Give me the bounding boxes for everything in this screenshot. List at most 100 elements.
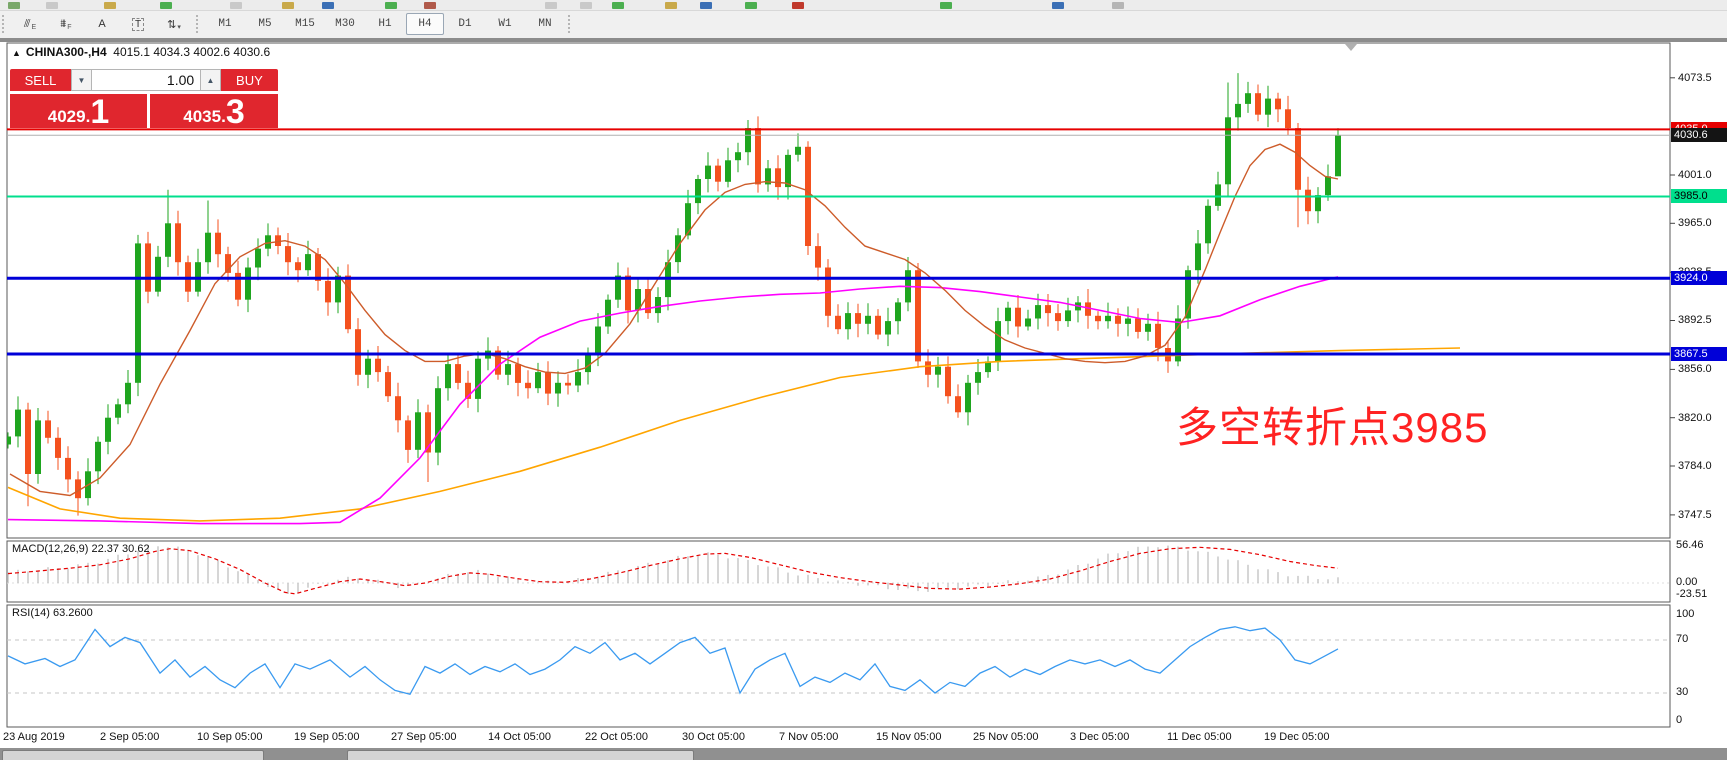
chart-symbol-header: ▲ CHINA300-,H4 4015.1 4034.3 4002.6 4030.… [12,45,270,59]
main-toolbar: ⫻ E ⩩ F A T ⇅ ▾ M1 M5 M15 M30 H1 H4 D1 W1 MN [0,11,1727,37]
buy-price-main: 4035 [183,107,222,126]
buy-price-big-digit: 3 [225,93,245,131]
chart-canvas[interactable] [0,42,1727,753]
date-tick-label: 30 Oct 05:00 [682,731,745,743]
toolbar-icon-fragment [230,2,242,9]
date-tick-label: 27 Sep 05:00 [391,731,457,743]
toolbar-icon-fragment [545,2,557,9]
volume-input[interactable]: 1.00 [91,69,201,91]
price-tick-label: 3820.0 [1678,411,1712,424]
window-tab[interactable] [2,750,264,760]
toolbar-icon-fragment [612,2,624,9]
fibonacci-icon[interactable]: ⩩ F [60,17,72,31]
sell-price-big-digit: 1 [90,93,110,131]
one-click-trade-panel: SELL ▼ 1.00 ▲ BUY 4029. 1 4035. 3 [10,69,278,131]
date-tick-label: 14 Oct 05:00 [488,731,551,743]
timeframe-button-mn[interactable]: MN [538,18,552,30]
timeframe-button-h4[interactable]: H4 [406,13,444,35]
price-tick-label: 4073.5 [1678,71,1712,84]
date-tick-label: 23 Aug 2019 [3,731,65,743]
toolbar-icon-fragment [745,2,757,9]
chart-text-annotation[interactable]: 多空转折点3985 [1176,404,1489,451]
draw-channel-icon[interactable]: ⫻ E [23,17,37,31]
date-tick-label: 7 Nov 05:00 [779,731,839,743]
timeframe-button-d1[interactable]: D1 [458,18,472,30]
rsi-level-30: 30 [1676,686,1689,698]
date-tick-label: 11 Dec 05:00 [1167,731,1232,743]
clipped-toolbar-row [0,0,1727,11]
price-level-badge: 3985.0 [1671,189,1727,204]
toolbar-grip [568,15,574,33]
date-tick-label: 3 Dec 05:00 [1070,731,1130,743]
rsi-indicator-label: RSI(14) 63.2600 [12,607,93,619]
toolbar-icon-fragment [385,2,397,9]
price-level-badge: 3867.5 [1671,346,1727,361]
price-level-badge: 4030.6 [1671,128,1727,143]
date-tick-label: 22 Oct 05:00 [585,731,648,743]
chart-window: ▲ CHINA300-,H4 4015.1 4034.3 4002.6 4030.… [0,42,1727,748]
toolbar-icon-fragment [424,2,436,9]
toolbar-icon-fragment [282,2,294,9]
toolbar-icon-fragment [46,2,58,9]
timeframe-button-m1[interactable]: M1 [218,18,232,30]
toolbar-grip [2,15,8,33]
date-tick-label: 10 Sep 05:00 [197,731,263,743]
toolbar-icon-fragment [1112,2,1124,9]
symbol-label: CHINA300-,H4 [25,45,107,59]
sell-price-ticket[interactable]: 4029. 1 [10,93,147,131]
arrows-icon[interactable]: ⇅ ▾ [167,18,181,32]
macd-indicator-label: MACD(12,26,9) 22.37 30.62 [12,543,150,555]
rsi-level-0: 0 [1676,714,1683,726]
price-level-badge: 3924.0 [1671,271,1727,286]
bottom-tab-bar [0,748,1727,760]
toolbar-grip [196,15,202,33]
macd-zero-value: 0.00 [1676,576,1698,588]
macd-max-value: 56.46 [1676,539,1704,551]
price-tick-label: 3747.5 [1678,508,1712,521]
timeframe-button-h1[interactable]: H1 [378,18,392,30]
text-icon[interactable]: A [98,18,106,30]
window-tab[interactable] [347,750,694,760]
toolbar-icon-fragment [665,2,677,9]
macd-min-value: -23.51 [1676,588,1708,600]
price-tick-label: 3784.0 [1678,459,1712,472]
timeframe-button-w1[interactable]: W1 [498,18,512,30]
rsi-level-100: 100 [1676,608,1695,620]
timeframe-button-m30[interactable]: M30 [335,18,355,30]
toolbar-icon-fragment [8,2,20,9]
price-tick-label: 3965.0 [1678,217,1712,230]
volume-increase-button[interactable]: ▲ [200,69,221,91]
rsi-level-70: 70 [1676,633,1689,645]
toolbar-icon-fragment [160,2,172,9]
date-tick-label: 25 Nov 05:00 [973,731,1039,743]
volume-decrease-button[interactable]: ▼ [71,69,92,91]
sell-price-dot: . [85,107,91,126]
buy-price-ticket[interactable]: 4035. 3 [150,93,278,131]
price-tick-label: 3856.0 [1678,363,1712,376]
toolbar-icon-fragment [580,2,592,9]
timeframe-button-m5[interactable]: M5 [258,18,272,30]
window-top-border [0,38,1727,42]
date-tick-label: 15 Nov 05:00 [876,731,942,743]
ohlc-values: 4015.1 4034.3 4002.6 4030.6 [113,45,271,59]
toolbar-icon-fragment [104,2,116,9]
collapse-panel-icon[interactable]: ▲ [12,48,21,58]
buy-price-dot: . [221,107,226,126]
date-tick-label: 19 Dec 05:00 [1264,731,1330,743]
sell-price-main: 4029 [47,107,86,126]
date-tick-label: 19 Sep 05:00 [294,731,360,743]
label-icon[interactable]: T [120,13,156,35]
timeframe-button-m15[interactable]: M15 [295,18,315,30]
buy-button[interactable]: BUY [220,69,278,91]
toolbar-icon-fragment [940,2,952,9]
chart-shift-marker-icon[interactable] [1345,44,1357,51]
toolbar-icon-fragment [322,2,334,9]
price-tick-label: 4001.0 [1678,169,1712,181]
price-tick-label: 3892.5 [1678,314,1712,327]
toolbar-icon-fragment [792,2,804,9]
sell-button[interactable]: SELL [10,69,72,91]
date-tick-label: 2 Sep 05:00 [100,731,160,743]
toolbar-icon-fragment [700,2,712,9]
toolbar-icon-fragment [1052,2,1064,9]
